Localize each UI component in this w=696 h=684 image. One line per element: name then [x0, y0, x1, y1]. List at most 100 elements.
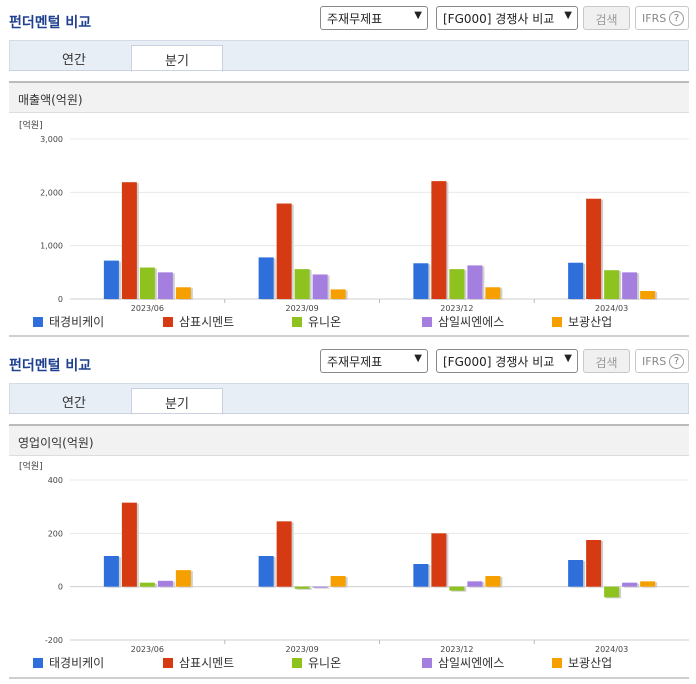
chart-legend: 태경비케이 삼표시멘트 유니온 삼일씨엔에스 보광산업 [0, 313, 696, 331]
y-tick-label: -200 [45, 636, 63, 645]
legend-swatch [33, 317, 43, 327]
panel-title: 펀더멘털 비교 [9, 15, 92, 31]
bar [467, 265, 483, 299]
bar [568, 262, 584, 299]
section-rule [9, 677, 689, 679]
legend-item[interactable]: 삼표시멘트 [163, 654, 234, 671]
tab-divider [9, 70, 689, 71]
y-tick-label: 400 [48, 476, 63, 485]
legend-item[interactable]: 삼일씨엔에스 [422, 313, 504, 330]
bar [330, 576, 346, 587]
legend-label: 태경비케이 [49, 656, 105, 670]
legend-item[interactable]: 삼일씨엔에스 [422, 654, 504, 671]
bar [139, 582, 155, 587]
legend-swatch [552, 317, 562, 327]
bar [312, 274, 328, 299]
y-tick-label: 1,000 [40, 242, 63, 251]
bar-shadow [314, 587, 330, 589]
bar [431, 533, 447, 587]
legend-label: 보광산업 [568, 315, 613, 329]
legend-item[interactable]: 유니온 [292, 313, 341, 330]
bar [258, 556, 274, 587]
bar [622, 272, 638, 299]
legend-item[interactable]: 유니온 [292, 654, 341, 671]
y-tick-label: 2,000 [40, 188, 63, 197]
legend-item[interactable]: 보광산업 [552, 313, 612, 330]
y-tick-label: 0 [58, 583, 63, 592]
panel-title: 펀더멘털 비교 [9, 358, 92, 374]
legend-label: 삼일씨엔에스 [438, 315, 505, 329]
bar [121, 182, 137, 299]
bar [485, 576, 501, 587]
chart-legend: 태경비케이 삼표시멘트 유니온 삼일씨엔에스 보광산업 [0, 654, 696, 672]
bar [175, 287, 191, 299]
peer-select[interactable]: [FG000] 경쟁사 비교 ▼ [436, 6, 578, 30]
bar [121, 502, 137, 587]
bar [294, 586, 310, 589]
y-unit-label: [억원] [19, 121, 43, 131]
section-title: 영업이익(억원) [9, 424, 689, 456]
peer-select[interactable]: [FG000] 경쟁사 비교 ▼ [436, 349, 578, 373]
x-tick-label: 2023/09 [286, 304, 319, 313]
chevron-down-icon: ▼ [414, 353, 422, 364]
section-title: 매출액(억원) [9, 81, 689, 113]
legend-item[interactable]: 태경비케이 [33, 654, 104, 671]
y-tick-label: 200 [48, 529, 63, 538]
y-unit-label: [억원] [19, 462, 43, 472]
legend-swatch [422, 317, 432, 327]
bar [640, 581, 656, 587]
legend-swatch [163, 658, 173, 668]
search-button[interactable]: 검색 [583, 349, 630, 373]
panel-header: 펀더멘털 비교 주재무제표 ▼ [FG000] 경쟁사 비교 ▼ 검색 IFRS… [0, 346, 696, 378]
legend-item[interactable]: 태경비케이 [33, 313, 104, 330]
chevron-down-icon: ▼ [564, 10, 572, 21]
chevron-down-icon: ▼ [564, 353, 572, 364]
bar [276, 203, 292, 299]
ifrs-label: IFRS [642, 355, 667, 368]
search-button[interactable]: 검색 [583, 6, 630, 30]
bar [157, 580, 173, 587]
bar [103, 260, 119, 299]
ifrs-button[interactable]: IFRS ? [635, 6, 689, 30]
x-tick-label: 2023/12 [440, 304, 473, 313]
help-icon[interactable]: ? [669, 11, 684, 26]
legend-label: 삼표시멘트 [179, 315, 235, 329]
statement-select[interactable]: 주재무제표 ▼ [320, 349, 428, 373]
bar [312, 586, 328, 588]
bar [276, 521, 292, 587]
sales-bar-chart: 0 1,000 2,000 3,000 2023/06 2023/09 2023/12 202… [40, 135, 689, 313]
legend-item[interactable]: 보광산업 [552, 654, 612, 671]
bar [139, 267, 155, 299]
legend-label: 삼일씨엔에스 [438, 656, 505, 670]
tab-annual[interactable]: 연간 [62, 53, 86, 68]
bar [294, 269, 310, 299]
legend-swatch [292, 317, 302, 327]
legend-label: 유니온 [308, 656, 342, 670]
peer-select-value: [FG000] 경쟁사 비교 [443, 12, 555, 26]
help-icon[interactable]: ? [669, 354, 684, 369]
legend-label: 태경비케이 [49, 315, 105, 329]
tab-quarterly[interactable]: 분기 [131, 45, 223, 72]
bar [258, 257, 274, 299]
ifrs-button[interactable]: IFRS ? [635, 349, 689, 373]
x-tick-label: 2023/06 [131, 645, 164, 654]
tab-divider [9, 413, 689, 414]
bar [568, 560, 584, 587]
bar [175, 570, 191, 587]
bar [413, 263, 429, 299]
x-tick-label: 2024/03 [595, 304, 628, 313]
tab-quarterly[interactable]: 분기 [131, 388, 223, 415]
x-tick-label: 2023/06 [131, 304, 164, 313]
tab-annual[interactable]: 연간 [62, 396, 86, 411]
fundamental-panel-operating-income: 펀더멘털 비교 주재무제표 ▼ [FG000] 경쟁사 비교 ▼ 검색 IFRS… [0, 346, 696, 684]
legend-item[interactable]: 삼표시멘트 [163, 313, 234, 330]
bar [622, 582, 638, 587]
bar [467, 581, 483, 587]
statement-select-value: 주재무제표 [327, 12, 383, 26]
bar [330, 289, 346, 299]
legend-label: 보광산업 [568, 656, 613, 670]
chevron-down-icon: ▼ [414, 10, 422, 21]
bar [604, 270, 620, 299]
bar [431, 181, 447, 299]
statement-select[interactable]: 주재무제표 ▼ [320, 6, 428, 30]
